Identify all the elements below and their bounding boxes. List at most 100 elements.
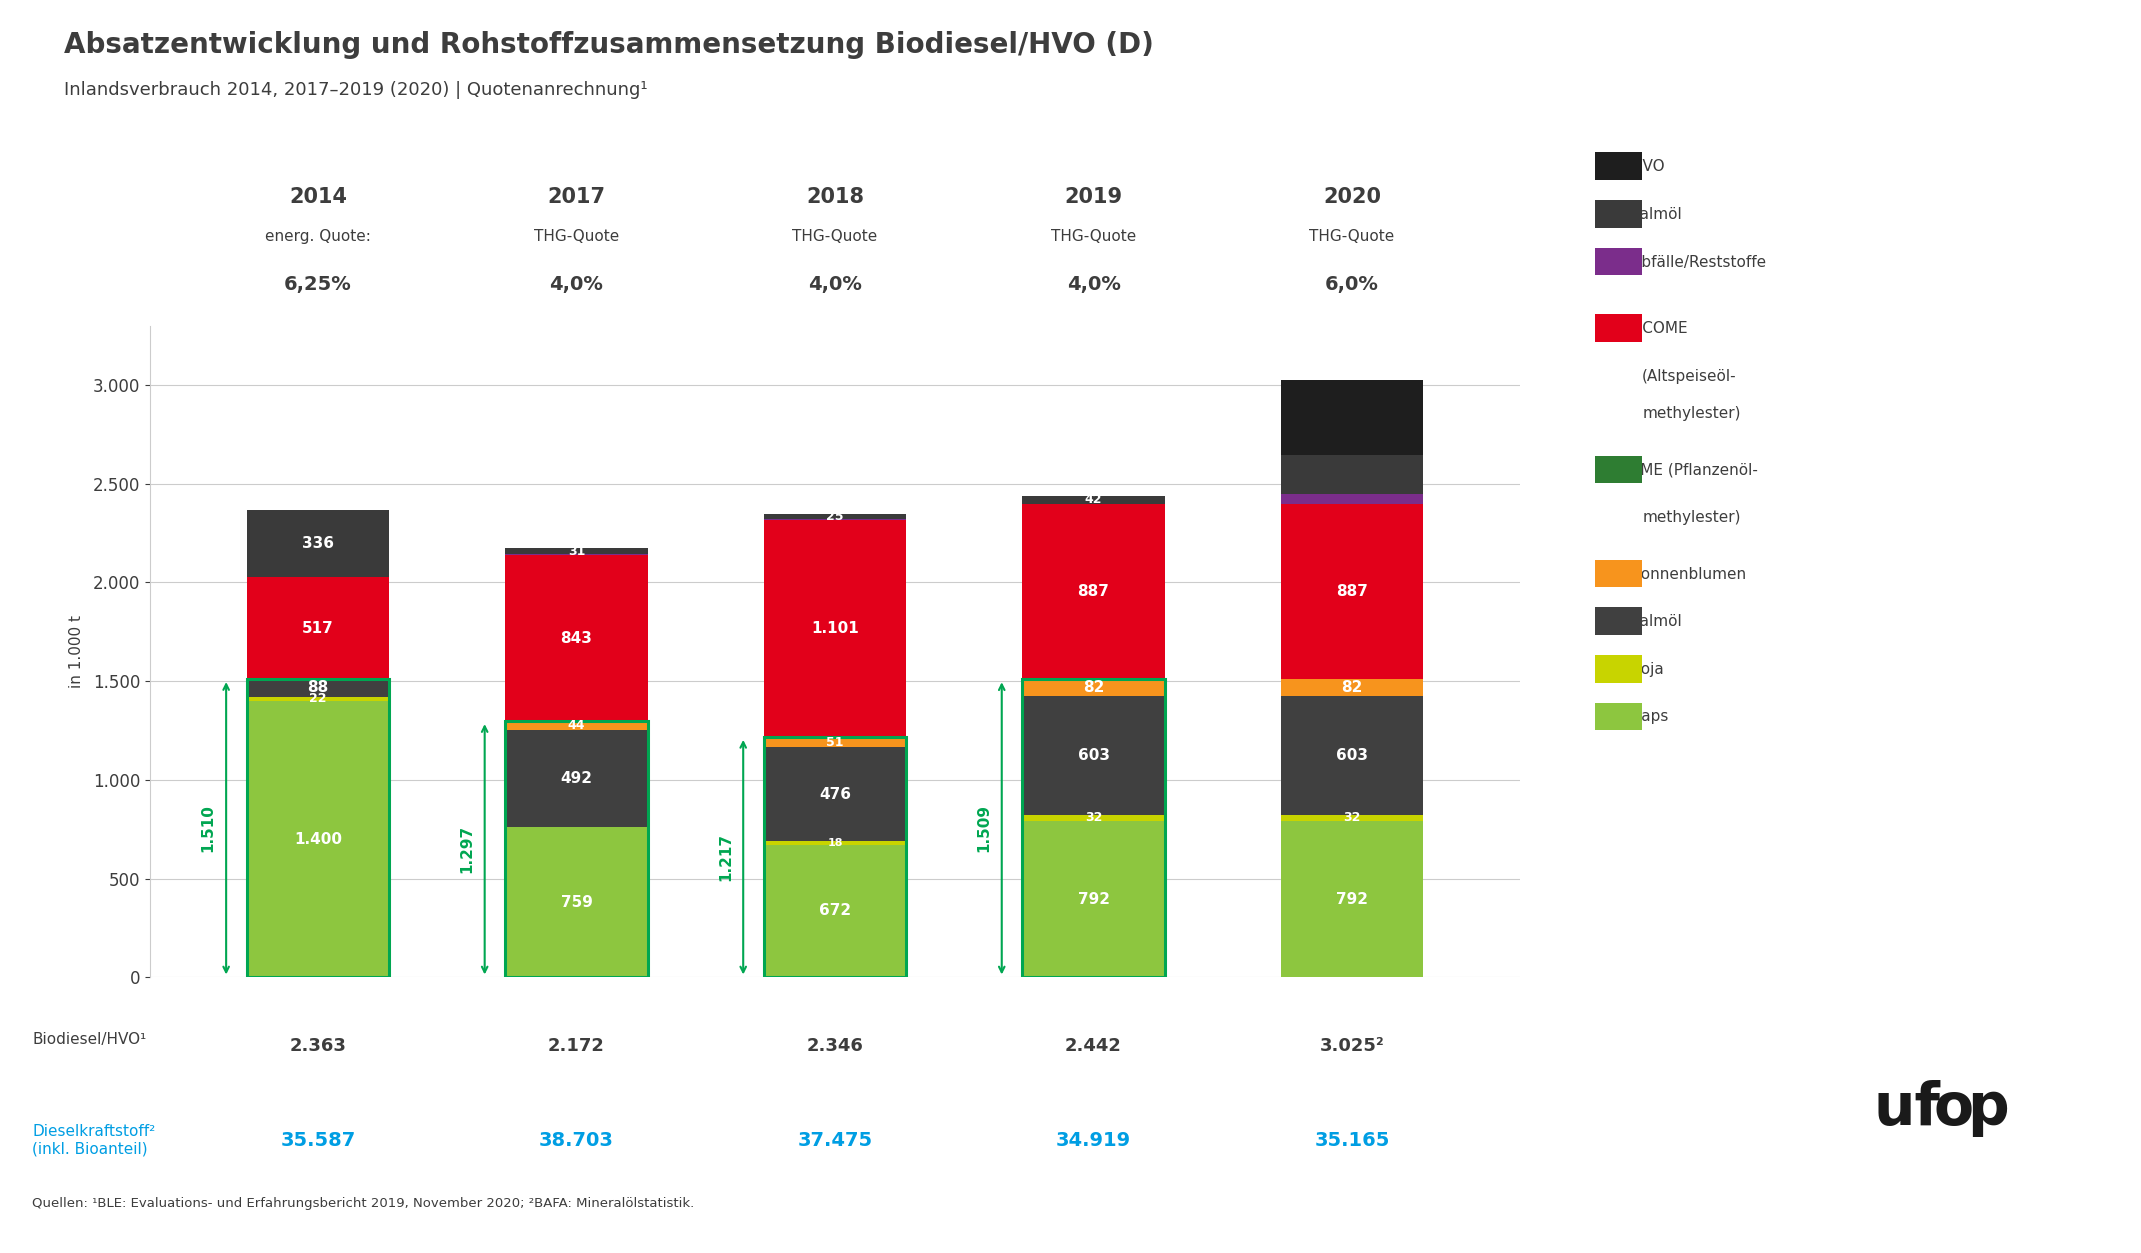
Text: 4,0%: 4,0% (807, 276, 863, 294)
Bar (1280, 455, 1424, 495)
Text: Palmöl: Palmöl (1631, 207, 1683, 222)
Bar (1023, 504, 1165, 679)
Bar (764, 841, 906, 845)
Text: 887: 887 (1077, 584, 1109, 599)
Text: 1.400: 1.400 (293, 832, 343, 847)
Bar (246, 679, 390, 697)
Text: uf: uf (1873, 1080, 1940, 1138)
Bar (764, 520, 906, 737)
Text: 2017: 2017 (548, 187, 606, 207)
Text: 25: 25 (826, 510, 844, 524)
Text: PME (Pflanzenöl-: PME (Pflanzenöl- (1631, 462, 1758, 477)
Text: 3.025²: 3.025² (1319, 1037, 1385, 1055)
Bar (1023, 695, 1165, 814)
Text: UCOME: UCOME (1631, 321, 1687, 336)
Text: 6,0%: 6,0% (1325, 276, 1379, 294)
Text: 1.297: 1.297 (460, 826, 475, 873)
Text: 18: 18 (826, 838, 844, 848)
Text: Dieselkraftstoff²
(inkl. Bioanteil): Dieselkraftstoff² (inkl. Bioanteil) (32, 1124, 156, 1157)
Bar (1280, 821, 1424, 977)
Text: 82: 82 (1342, 680, 1364, 695)
Bar (1023, 679, 1165, 977)
Bar (246, 578, 390, 679)
Text: Absatzentwicklung und Rohstoffzusammensetzung Biodiesel/HVO (D): Absatzentwicklung und Rohstoffzusammense… (64, 31, 1154, 59)
Text: 2.172: 2.172 (548, 1037, 606, 1055)
Text: 4,0%: 4,0% (550, 276, 604, 294)
Text: 32: 32 (1085, 811, 1103, 824)
Text: Raps: Raps (1631, 709, 1668, 724)
Text: 759: 759 (561, 895, 593, 910)
Bar (505, 555, 647, 722)
Text: Quellen: ¹BLE: Evaluations- und Erfahrungsbericht 2019, November 2020; ²BAFA: Mi: Quellen: ¹BLE: Evaluations- und Erfahrun… (32, 1197, 694, 1209)
Bar (246, 679, 390, 977)
Bar (505, 730, 647, 827)
Bar (505, 549, 647, 554)
Bar (505, 722, 647, 977)
Text: Palmöl: Palmöl (1631, 614, 1683, 629)
Text: 2018: 2018 (805, 187, 865, 207)
Text: Biodiesel/HVO¹: Biodiesel/HVO¹ (32, 1032, 146, 1048)
Text: THG-Quote: THG-Quote (792, 229, 878, 244)
Text: 792: 792 (1077, 892, 1109, 907)
Text: 44: 44 (567, 719, 584, 732)
Text: 2014: 2014 (289, 187, 347, 207)
Text: 2.442: 2.442 (1064, 1037, 1122, 1055)
Text: 887: 887 (1336, 584, 1368, 599)
Text: 2.363: 2.363 (289, 1037, 347, 1055)
Text: 88: 88 (308, 680, 328, 695)
Text: Soja: Soja (1631, 662, 1664, 677)
Text: 2019: 2019 (1064, 187, 1122, 207)
Text: 1.101: 1.101 (811, 620, 859, 635)
Text: 37.475: 37.475 (796, 1130, 874, 1150)
Text: 517: 517 (302, 620, 334, 635)
Bar (764, 747, 906, 841)
Bar (1023, 496, 1165, 504)
Bar (246, 700, 390, 977)
Bar (764, 845, 906, 977)
Text: Inlandsverbrauch 2014, 2017–2019 (2020) | Quotenanrechnung¹: Inlandsverbrauch 2014, 2017–2019 (2020) … (64, 81, 649, 99)
Text: 672: 672 (818, 903, 852, 918)
Text: 32: 32 (1342, 811, 1362, 824)
Text: 31: 31 (567, 545, 584, 558)
Bar (1280, 695, 1424, 814)
Text: 792: 792 (1336, 892, 1368, 907)
Text: 843: 843 (561, 630, 593, 645)
Text: 603: 603 (1336, 748, 1368, 763)
Bar (1280, 814, 1424, 821)
Text: 603: 603 (1077, 748, 1109, 763)
Text: p: p (1968, 1080, 2010, 1138)
Bar (1280, 495, 1424, 504)
Text: 476: 476 (820, 787, 850, 802)
Text: THG-Quote: THG-Quote (533, 229, 619, 244)
Text: energ. Quote:: energ. Quote: (265, 229, 370, 244)
Text: 38.703: 38.703 (540, 1130, 614, 1150)
Text: 1.509: 1.509 (976, 804, 991, 852)
Text: methylester): methylester) (1642, 510, 1741, 525)
Bar (1280, 504, 1424, 679)
Text: (Altspeiseöl-: (Altspeiseöl- (1642, 368, 1736, 383)
Text: 22: 22 (308, 692, 328, 705)
Text: 4,0%: 4,0% (1066, 276, 1120, 294)
Bar (1023, 679, 1165, 695)
Bar (764, 737, 906, 977)
Text: 2020: 2020 (1323, 187, 1381, 207)
Bar (1023, 821, 1165, 977)
Text: 6,25%: 6,25% (285, 276, 351, 294)
Bar (505, 722, 647, 730)
Text: THG-Quote: THG-Quote (1310, 229, 1394, 244)
Text: Abfälle/Reststoffe: Abfälle/Reststoffe (1631, 254, 1766, 269)
Text: HVO: HVO (1631, 159, 1666, 174)
Bar (246, 510, 390, 576)
Text: 1.510: 1.510 (201, 804, 216, 852)
Bar (1280, 380, 1424, 455)
Bar (505, 827, 647, 977)
Text: 492: 492 (561, 771, 593, 786)
Text: o: o (1933, 1080, 1974, 1138)
Text: 34.919: 34.919 (1056, 1130, 1130, 1150)
Text: Sonnenblumen: Sonnenblumen (1631, 566, 1747, 581)
Text: 35.165: 35.165 (1315, 1130, 1390, 1150)
Text: 1.217: 1.217 (717, 833, 732, 881)
Text: THG-Quote: THG-Quote (1051, 229, 1137, 244)
Bar (246, 697, 390, 700)
Text: 82: 82 (1083, 680, 1105, 695)
